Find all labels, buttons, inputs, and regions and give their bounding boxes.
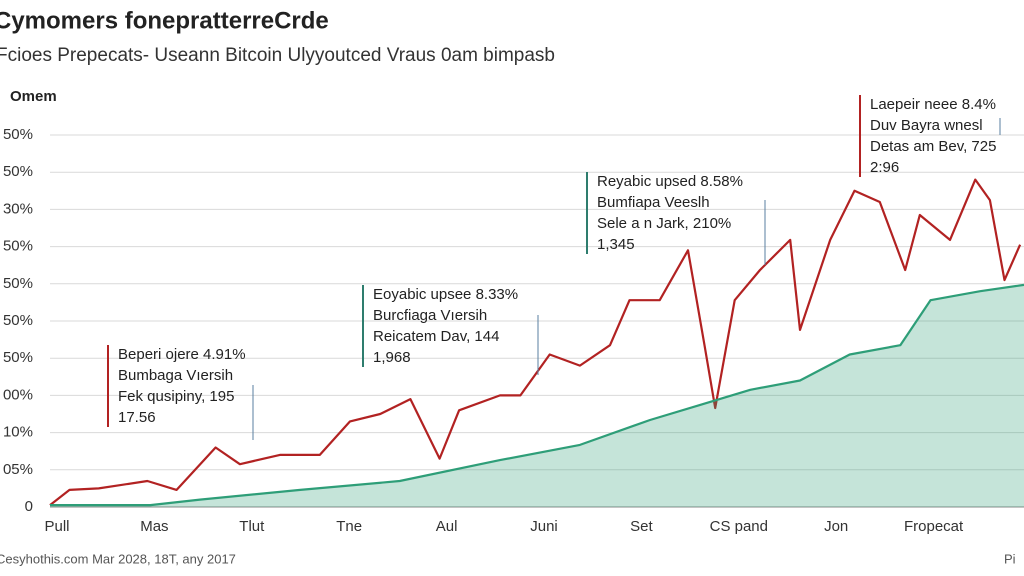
annotation-text: Burcfiaga Vıersih xyxy=(373,307,487,324)
y-tick-label: 00% xyxy=(3,386,33,403)
annotation: Eoyabic upsee 8.33% Burcfiaga Vıersih Reic… xyxy=(362,285,539,375)
x-tick-label: Tne xyxy=(336,518,362,535)
x-tick-label: Set xyxy=(630,518,653,535)
y-tick-label: 50% xyxy=(3,312,33,329)
y-tick-label: 50% xyxy=(3,238,33,255)
annotation: Laepeir neee 8.4% Duv Bayra wnesl Detas am… xyxy=(859,95,1001,177)
y-tick-label: 30% xyxy=(3,200,33,217)
annotation-text: 1,345 xyxy=(597,236,635,253)
y-tick-label: 50% xyxy=(3,126,33,143)
annotation-text: Eoyabic upsee 8.33% xyxy=(373,286,518,303)
annotation-text: 2:96 xyxy=(870,159,899,176)
x-tick-label: CS pand xyxy=(710,518,768,535)
y-axis-label: Omem xyxy=(10,88,57,105)
annotation-text: 1,968 xyxy=(373,349,411,366)
x-tick-label: Mas xyxy=(140,518,168,535)
annotation-text: Fek qusipiny, 195 xyxy=(118,388,234,405)
annotation-text: Duv Bayra wnesl xyxy=(870,117,983,134)
annotation-text: Reyabic upsed 8.58% xyxy=(597,173,743,190)
x-tick-label: Tlut xyxy=(239,518,265,535)
annotation-text: Sele a n Jark, 210% xyxy=(597,215,731,232)
y-tick-label: 05% xyxy=(3,461,33,478)
annotation-text: Detas am Bev, 725 xyxy=(870,138,996,155)
chart-subtitle: Fcioes Prepecats- Useann Bitcoin Ulyyout… xyxy=(0,45,555,66)
y-tick-label: 0 xyxy=(25,498,33,515)
x-tick-label: Juni xyxy=(530,518,558,535)
annotation-text: Reicatem Dav, 144 xyxy=(373,328,499,345)
annotation: Reyabic upsed 8.58% Bumfiapa Veeslh Sele a… xyxy=(586,172,766,265)
x-tick-label: Aul xyxy=(436,518,458,535)
y-tick-label: 50% xyxy=(3,163,33,180)
line xyxy=(50,283,1024,507)
x-tick-label: Fropecat xyxy=(904,518,964,535)
footer-right: Pi xyxy=(1004,551,1016,566)
chart-title: Cymomers fonepratterreCrde xyxy=(0,7,329,34)
annotation-text: Bumbaga Vıersih xyxy=(118,367,233,384)
x-tick-label: Jon xyxy=(824,518,848,535)
annotation-text: Laepeir neee 8.4% xyxy=(870,96,996,113)
line xyxy=(49,178,1022,506)
x-tick-label: Pull xyxy=(44,518,69,535)
annotation-text: Beperi ojere 4.91% xyxy=(118,346,246,363)
area xyxy=(50,284,1024,507)
y-tick-label: 10% xyxy=(3,424,33,441)
annotation-text: Bumfiapa Veeslh xyxy=(597,194,710,211)
y-tick-label: 50% xyxy=(3,349,33,366)
annotation: Beperi ojere 4.91% Bumbaga Vıersih Fek qus… xyxy=(107,345,254,440)
annotation-text: 17.56 xyxy=(118,409,156,426)
footer: Cesyhothis.com Mar 2028, 18T, any 2017 xyxy=(0,551,236,566)
y-tick-label: 50% xyxy=(3,275,33,292)
